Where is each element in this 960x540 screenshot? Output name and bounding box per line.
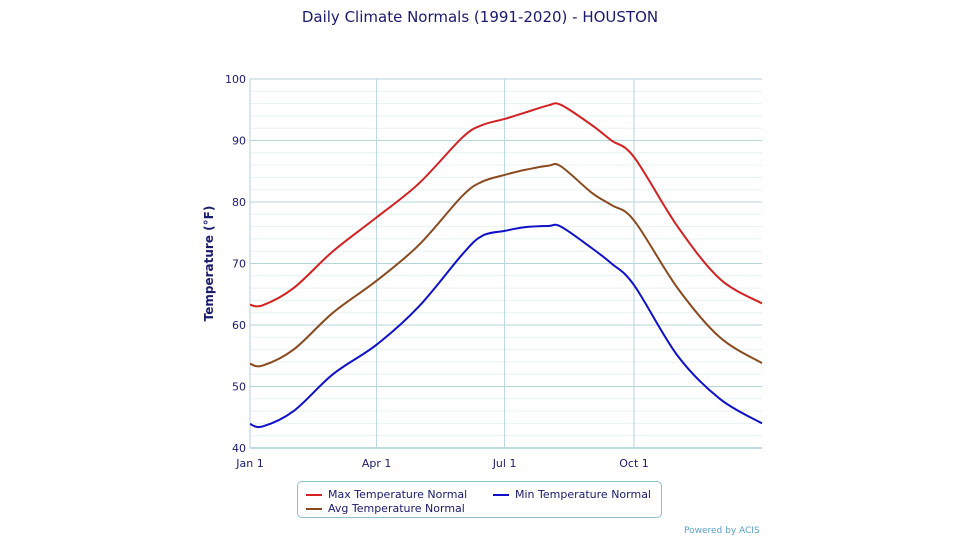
powered-by-link[interactable]: Powered by ACIS bbox=[684, 526, 760, 536]
chart-title: Daily Climate Normals (1991-2020) - HOUS… bbox=[301, 8, 659, 26]
legend-label-max: Max Temperature Normal bbox=[328, 488, 468, 501]
legend-swatch-min bbox=[493, 493, 509, 496]
legend-item-max[interactable]: Max Temperature Normal bbox=[306, 488, 467, 501]
x-tick-label: Jan 1 bbox=[235, 457, 263, 470]
x-tick-label: Oct 1 bbox=[619, 457, 649, 470]
y-tick-label: 50 bbox=[232, 381, 246, 394]
legend: Max Temperature Normal Min Temperature N… bbox=[297, 481, 662, 518]
series-line-avg bbox=[249, 162, 763, 368]
y-tick-label: 90 bbox=[232, 135, 246, 148]
legend-label-min: Min Temperature Normal bbox=[515, 488, 651, 501]
y-tick-label: 80 bbox=[232, 196, 246, 209]
legend-item-avg[interactable]: Avg Temperature Normal bbox=[306, 502, 465, 515]
y-axis-label: Temperature (°F) bbox=[202, 206, 216, 322]
y-tick-label: 40 bbox=[232, 442, 246, 455]
x-tick-label: Apr 1 bbox=[362, 457, 392, 470]
y-tick-label: 100 bbox=[225, 73, 246, 86]
y-tick-label: 60 bbox=[232, 319, 246, 332]
series-line-max bbox=[249, 102, 763, 308]
legend-swatch-avg bbox=[306, 507, 322, 510]
y-tick-label: 70 bbox=[232, 258, 246, 271]
legend-label-avg: Avg Temperature Normal bbox=[328, 502, 465, 515]
legend-swatch-max bbox=[306, 493, 322, 496]
legend-item-min[interactable]: Min Temperature Normal bbox=[493, 488, 651, 501]
x-tick-label: Jul 1 bbox=[492, 457, 517, 470]
series-line-min bbox=[249, 223, 763, 429]
